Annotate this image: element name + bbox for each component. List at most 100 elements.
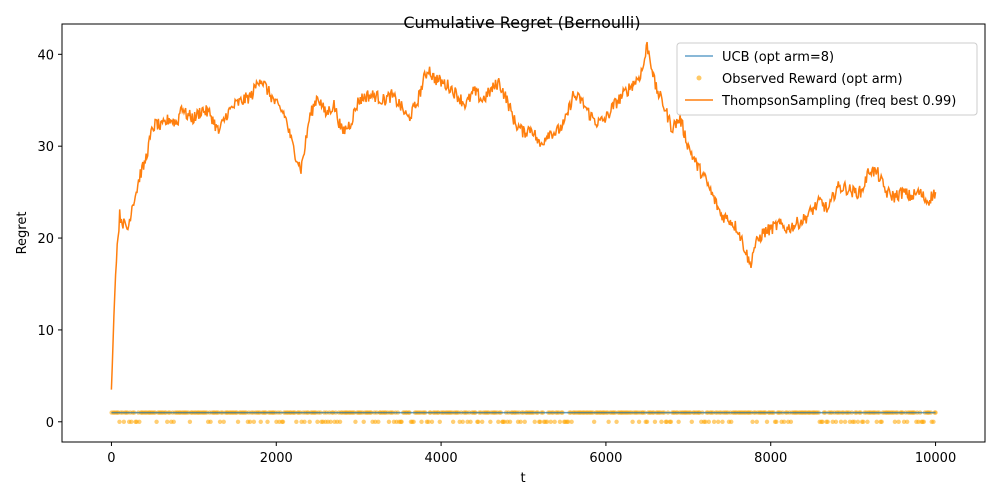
observed-reward-point (591, 419, 597, 424)
observed-reward-point (171, 419, 176, 424)
legend-label: ThompsonSampling (freq best 0.99) (721, 94, 956, 109)
observed-reward-point (689, 419, 695, 424)
observed-reward-point (187, 419, 193, 424)
observed-reward-point (121, 419, 127, 424)
observed-reward-point (386, 419, 392, 424)
observed-reward-point (221, 419, 226, 424)
observed-reward-point (644, 419, 650, 424)
observed-reward-point (294, 419, 299, 424)
observed-reward-point (830, 419, 835, 424)
y-tick-label: 10 (37, 324, 54, 339)
observed-reward-point (614, 419, 619, 424)
observed-reward-point (861, 419, 866, 424)
observed-reward-point (781, 419, 787, 424)
observed-reward-point (208, 419, 213, 424)
y-tick-label: 40 (37, 48, 54, 63)
x-tick-label: 0 (107, 451, 115, 466)
observed-reward-point (376, 419, 381, 424)
observed-reward-point (659, 419, 664, 424)
observed-reward-point (429, 419, 435, 424)
observed-reward-point (720, 419, 725, 424)
observed-reward-point (729, 419, 734, 424)
observed-reward-point (668, 419, 674, 424)
x-tick-label: 4000 (425, 451, 458, 466)
observed-reward-point (235, 419, 241, 424)
observed-reward-point (479, 419, 485, 424)
y-tick-label: 0 (46, 416, 54, 431)
observed-reward-point (565, 419, 571, 424)
observed-reward-point (496, 419, 501, 424)
observed-reward-point (426, 419, 431, 424)
observed-reward-point (251, 419, 257, 424)
observed-reward-point (706, 419, 711, 424)
observed-reward-point (537, 419, 543, 424)
observed-reward-point (328, 419, 333, 424)
observed-reward-point (892, 419, 898, 424)
observed-reward-point (468, 419, 473, 424)
observed-reward-point (820, 419, 825, 424)
observed-reward-point (874, 419, 879, 424)
chart-title: Cumulative Regret (Bernoulli) (403, 13, 640, 32)
x-tick-label: 8000 (754, 451, 787, 466)
observed-reward-point (450, 419, 456, 424)
observed-reward-point (518, 419, 523, 424)
y-axis-label: Regret (15, 212, 30, 255)
observed-reward-point (636, 419, 642, 424)
observed-reward-point (557, 419, 563, 424)
observed-reward-point (117, 419, 122, 424)
observed-reward-point (664, 419, 669, 424)
observed-reward-point (437, 419, 442, 424)
observed-reward-point (879, 419, 884, 424)
observed-reward-point (373, 419, 378, 424)
observed-reward-point (865, 419, 870, 424)
observed-reward-point (457, 419, 462, 424)
observed-reward-point (411, 419, 416, 424)
observed-reward-point (217, 419, 223, 424)
observed-reward-point (399, 419, 404, 424)
x-tick-label: 2000 (260, 451, 293, 466)
legend-label: UCB (opt arm=8) (722, 50, 834, 65)
observed-reward-point (842, 419, 848, 424)
observed-reward-point (933, 410, 938, 415)
observed-reward-point (931, 419, 936, 424)
observed-reward-point (569, 419, 574, 424)
observed-reward-point (488, 419, 493, 424)
y-tick-label: 20 (37, 232, 54, 247)
observed-reward-point (676, 419, 681, 424)
observed-reward-point (652, 419, 658, 424)
observed-reward-point (825, 419, 830, 424)
x-tick-label: 10000 (915, 451, 956, 466)
y-tick-label: 30 (37, 140, 54, 155)
legend-label: Observed Reward (opt arm) (722, 72, 903, 87)
observed-reward-point (165, 419, 170, 424)
observed-reward-point (774, 419, 779, 424)
observed-reward-point (476, 419, 481, 424)
observed-reward-point (507, 419, 513, 424)
observed-reward-point (544, 419, 550, 424)
plot-area (109, 41, 938, 424)
observed-reward-point (852, 419, 857, 424)
observed-reward-point (606, 419, 611, 424)
observed-reward-point (522, 419, 527, 424)
observed-reward-point (315, 419, 320, 424)
observed-reward-point (353, 419, 358, 424)
observed-reward-point (548, 419, 553, 424)
observed-reward-point (361, 419, 366, 424)
observed-reward-point (754, 419, 759, 424)
observed-reward-point (337, 419, 343, 424)
observed-reward-point (788, 419, 794, 424)
observed-reward-point (630, 419, 635, 424)
legend: UCB (opt arm=8) Observed Reward (opt arm)… (676, 42, 978, 116)
y-axis: 0 10 20 30 40 (37, 48, 62, 431)
observed-reward-point (532, 419, 537, 424)
observed-reward-point (419, 419, 424, 424)
observed-reward-point (302, 419, 307, 424)
observed-reward-point (154, 419, 159, 424)
observed-reward-point (855, 419, 861, 424)
observed-reward-point (750, 419, 755, 424)
plot-frame (61, 23, 986, 443)
observed-reward-point (247, 419, 253, 424)
observed-reward-point (460, 419, 465, 424)
series-observed-reward (109, 410, 938, 424)
